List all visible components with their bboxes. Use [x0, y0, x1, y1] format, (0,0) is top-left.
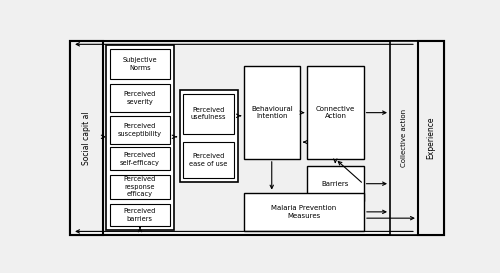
Bar — [308, 166, 364, 201]
Bar — [110, 204, 170, 226]
Text: Subjective
Norms: Subjective Norms — [122, 57, 157, 70]
Text: Perceived
self-efficacy: Perceived self-efficacy — [120, 152, 160, 166]
Bar — [110, 175, 170, 199]
Bar — [244, 192, 364, 232]
Text: Perceived
severity: Perceived severity — [124, 91, 156, 105]
Bar — [110, 84, 170, 112]
Bar — [184, 142, 234, 178]
Bar — [110, 147, 170, 170]
Text: Experience: Experience — [426, 117, 436, 159]
Bar — [244, 66, 300, 159]
Text: Perceived
susceptibility: Perceived susceptibility — [118, 123, 162, 137]
Text: Perceived
usefulness: Perceived usefulness — [191, 107, 226, 120]
Text: Perceived
barriers: Perceived barriers — [124, 208, 156, 222]
Text: Behavioural
Intention: Behavioural Intention — [251, 106, 293, 119]
Text: Connective
Action: Connective Action — [316, 106, 355, 119]
Text: Social capit al: Social capit al — [82, 111, 91, 165]
Text: Perceived
ease of use: Perceived ease of use — [190, 153, 228, 167]
Bar — [70, 41, 103, 235]
Bar — [308, 66, 364, 159]
Bar — [180, 90, 238, 182]
Bar — [184, 94, 234, 134]
Text: .: . — [224, 128, 226, 137]
Bar — [390, 41, 418, 235]
Text: Collective action: Collective action — [401, 109, 407, 167]
Bar — [110, 116, 170, 144]
Bar — [110, 49, 170, 79]
Bar — [106, 45, 174, 230]
Text: Perceived
response
efficacy: Perceived response efficacy — [124, 176, 156, 197]
Text: Barriers: Barriers — [322, 180, 349, 186]
Text: Malaria Prevention
Measures: Malaria Prevention Measures — [272, 205, 336, 219]
Bar — [418, 41, 444, 235]
